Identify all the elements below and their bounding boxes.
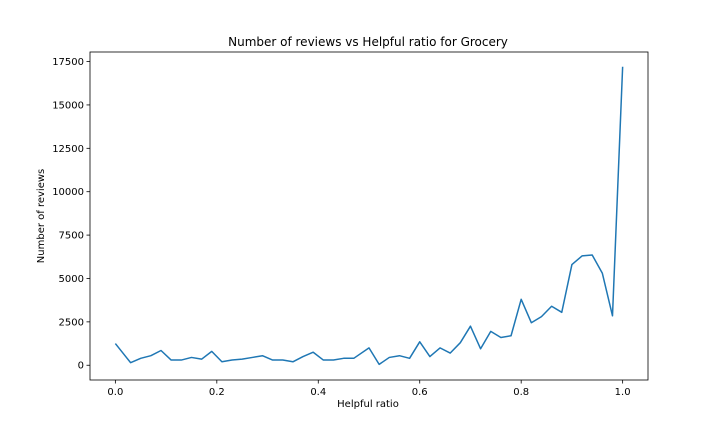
y-tick-label: 12500 [52, 144, 84, 155]
y-axis-label: Number of reviews [36, 169, 47, 263]
x-tick-label: 0.4 [310, 387, 326, 398]
x-axis: 0.0 0.2 0.4 0.6 0.8 1.0 [107, 380, 631, 398]
y-tick-label: 5000 [59, 274, 84, 285]
y-tick-label: 17500 [52, 57, 84, 68]
y-tick-label: 0 [78, 361, 84, 372]
y-tick-label: 2500 [59, 317, 84, 328]
x-tick-label: 0.2 [209, 387, 225, 398]
x-tick-label: 0.8 [513, 387, 529, 398]
x-tick-label: 0.0 [107, 387, 123, 398]
x-tick-label: 0.6 [412, 387, 428, 398]
y-tick-label: 15000 [52, 100, 84, 111]
x-axis-label: Helpful ratio [337, 399, 399, 410]
y-tick-label: 10000 [52, 187, 84, 198]
chart-title: Number of reviews vs Helpful ratio for G… [228, 35, 508, 49]
plot-frame [89, 51, 649, 381]
y-axis: 0 2500 5000 7500 10000 12500 15000 17500 [52, 57, 90, 372]
series-line-0 [114, 66, 624, 366]
plot-area [89, 51, 649, 381]
y-tick-label: 7500 [59, 231, 84, 242]
x-tick-label: 1.0 [615, 387, 631, 398]
